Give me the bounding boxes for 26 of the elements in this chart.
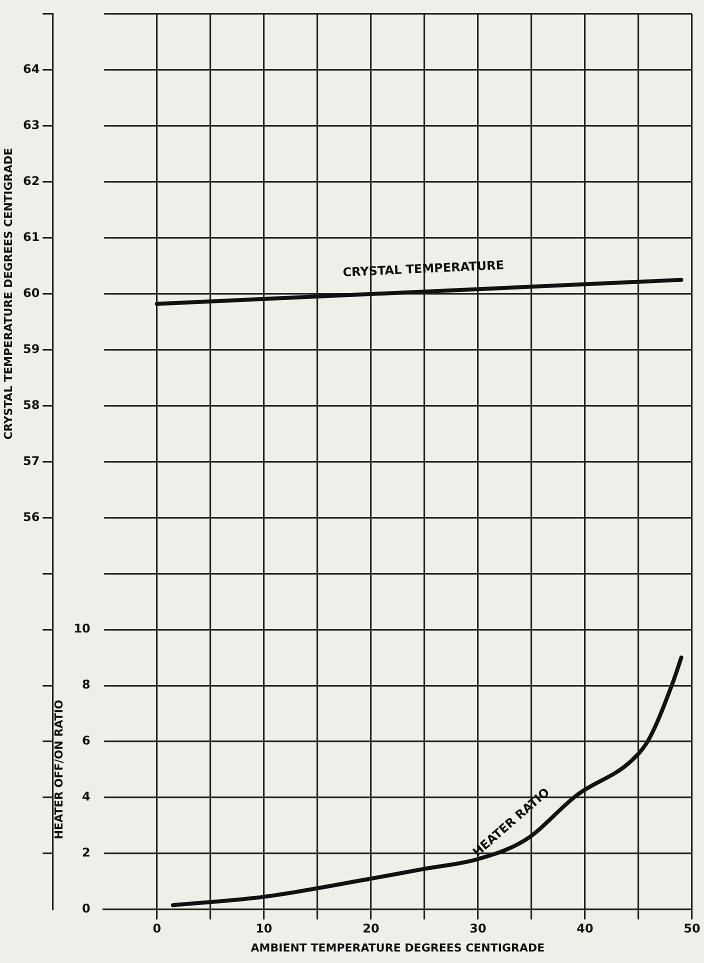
x-tick-label: 20 (362, 922, 380, 936)
y-tick-label: 59 (22, 342, 40, 356)
y-tick-label: 64 (22, 62, 40, 76)
x-tick-label: 0 (152, 922, 162, 936)
y2-tick-label: 6 (82, 734, 90, 748)
y-tick-label: 61 (22, 230, 40, 244)
y-tick-label: 58 (22, 398, 40, 412)
y-tick-label: 56 (22, 510, 40, 524)
y2-tick-label: 10 (74, 622, 90, 636)
x-axis-title: AMBIENT TEMPERATURE DEGREES CENTIGRADE (250, 941, 545, 954)
y2-tick-label: 4 (82, 790, 90, 804)
y-tick-label: 60 (22, 286, 40, 300)
x-tick-label: 10 (256, 922, 272, 936)
x-tick-label: 30 (470, 922, 486, 936)
line-series (170, 656, 684, 908)
y-tick-label: 63 (22, 118, 40, 132)
y2-tick-label: 2 (82, 846, 90, 860)
y2-tick-label: 0 (82, 902, 90, 916)
x-tick-label: 40 (576, 922, 594, 936)
series-label: CRYSTAL TEMPERATURE (342, 258, 504, 280)
y-tick-label: 62 (22, 174, 40, 188)
y2-axis-title: HEATER OFF/ON RATIO (52, 700, 66, 840)
y-tick-label: 57 (22, 454, 40, 468)
y-axis-title: CRYSTAL TEMPERATURE DEGREES CENTIGRADE (2, 148, 15, 440)
x-tick-label: 50 (684, 922, 700, 936)
y2-tick-label: 8 (82, 678, 90, 692)
